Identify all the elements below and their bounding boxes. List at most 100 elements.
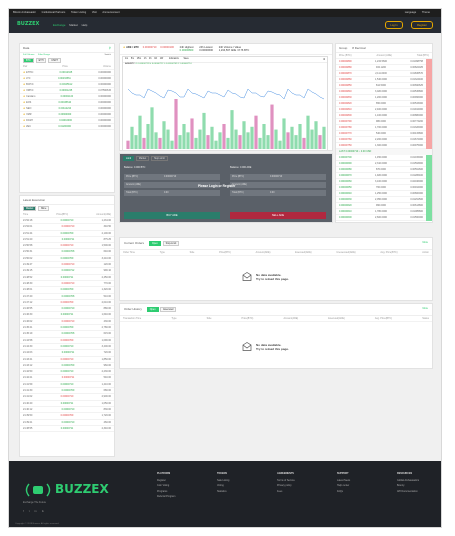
bid-row[interactable]: 0.00000660 3,100.0000 0.02046000: [336, 179, 432, 185]
logo[interactable]: BUZZEX: [17, 21, 40, 27]
bid-row[interactable]: 0.00000600 2,600.0000 0.01560000: [336, 215, 432, 221]
market-row[interactable]: ★Cardano 0.00001134 0.00000000: [20, 94, 114, 100]
bid-row[interactable]: 0.00000670 1,920.0000 0.01286400: [336, 173, 432, 179]
star-icon[interactable]: ★: [23, 107, 26, 110]
save-chart-button[interactable]: Save: [183, 58, 189, 60]
footer-link[interactable]: Sale Listing: [217, 478, 230, 482]
ask-row[interactable]: 0.00000860 1,540.0000 0.01324400: [336, 77, 432, 83]
tab-btc[interactable]: BTC: [23, 58, 34, 63]
tab-stop-limit-orders[interactable]: Stop-Limit: [162, 241, 180, 246]
ask-row[interactable]: 0.00000870 2,111.0000 0.01836570: [336, 71, 432, 77]
footer-link[interactable]: Latest News: [337, 478, 351, 482]
market-row[interactable]: ★EOS 0.00045610 0.00000000: [20, 100, 114, 106]
ask-row[interactable]: 0.00000820 650.0000 0.00533000: [336, 101, 432, 107]
more-link[interactable]: More: [422, 241, 428, 244]
footer-link[interactable]: Statistics: [217, 489, 227, 493]
footer-logo-text[interactable]: BUZZEX: [55, 482, 109, 496]
footer-link[interactable]: Help center: [337, 484, 350, 487]
star-icon[interactable]: ★: [23, 101, 26, 104]
ask-row[interactable]: 0.00000760 2,200.0000 0.01672000: [336, 137, 432, 143]
footer-link[interactable]: Voting: [217, 484, 224, 487]
star-icon[interactable]: ★: [23, 83, 26, 86]
market-row[interactable]: ★LTC 0.00234561 0.00000000: [20, 76, 114, 82]
twitter-icon[interactable]: t: [28, 509, 30, 513]
ask-row[interactable]: 0.00000890 1,234.5600 0.01098758: [336, 59, 432, 65]
market-row[interactable]: ★BCH/C 0.00345612 0.00000000: [20, 82, 114, 88]
star-icon[interactable]: ★: [23, 125, 26, 128]
bid-row[interactable]: 0.00000690 2,310.0000 0.01593900: [336, 161, 432, 167]
topbar-link[interactable]: Visit: [91, 11, 97, 14]
star-icon[interactable]: ★: [23, 71, 26, 74]
footer-link[interactable]: Bounty: [397, 484, 405, 487]
sell-button[interactable]: SELL ADE: [230, 212, 326, 219]
timeframe-5m[interactable]: 5m: [130, 58, 135, 60]
price-chart[interactable]: 1m 5m 15m 1h 4h 1D 1W Indicators Save ⚙ …: [122, 56, 328, 150]
market-row[interactable]: ★NEO 0.00112210 0.00000000: [20, 106, 114, 112]
timeframe-1d[interactable]: 1D: [154, 58, 158, 60]
star-icon[interactable]: ★: [23, 95, 26, 98]
footer-link[interactable]: Coin Voting: [157, 484, 170, 487]
tab-market-executions[interactable]: Market: [23, 206, 37, 211]
tab-usdt[interactable]: USDT: [48, 58, 61, 63]
footer-link[interactable]: Programs: [157, 489, 168, 493]
footer-link[interactable]: Referral Program: [157, 495, 176, 498]
nav-market[interactable]: Market: [69, 23, 78, 27]
market-row[interactable]: ★ZEC 0.01200000 0.00000000: [20, 124, 114, 130]
linkedin-icon[interactable]: in: [34, 509, 37, 513]
nav-exchange[interactable]: Exchange: [53, 23, 66, 27]
footer-link[interactable]: Fees: [277, 489, 283, 493]
tab-stop-limit[interactable]: Stop-Limit: [151, 156, 168, 161]
market-row[interactable]: ★XMR 0.00900000 0.00000000: [20, 112, 114, 118]
footer-link[interactable]: Privacy policy: [277, 484, 292, 487]
login-button[interactable]: Log In: [385, 21, 403, 29]
tab-market-order[interactable]: Market: [135, 156, 150, 161]
tab-mine-executions[interactable]: Mine: [38, 206, 50, 211]
footer-link[interactable]: API Documentation: [397, 489, 418, 493]
tab-history-open[interactable]: Open: [146, 307, 159, 312]
tab-eth[interactable]: ETH: [35, 58, 47, 63]
settings-icon[interactable]: ⚙: [322, 59, 325, 61]
buy-price-field[interactable]: Price (BTC) 0.00000710: [124, 174, 220, 180]
market-row[interactable]: ★DASH 0.02010000 0.00000000: [20, 118, 114, 124]
timeframe-4h[interactable]: 4h: [149, 58, 152, 60]
topbar-link[interactable]: Token Listing: [71, 11, 87, 14]
theme-selector[interactable]: Theme: [421, 11, 430, 14]
market-row[interactable]: ★XRP/C 0.00001245 0.07560615: [20, 88, 114, 94]
filter-switch[interactable]: Switch: [104, 54, 111, 56]
bid-row[interactable]: 0.00000630 2,050.0000 0.01291500: [336, 197, 432, 203]
tab-limit[interactable]: Limit: [123, 156, 135, 161]
sell-price-field[interactable]: Price (BTC) 0.00000710: [230, 174, 326, 180]
sell-amount-field[interactable]: Amount (ADE): [230, 182, 326, 188]
sell-total-field[interactable]: Total (BTC) 0.00: [230, 190, 326, 196]
star-icon[interactable]: ★: [23, 77, 26, 80]
bid-row[interactable]: 0.00000640 1,250.0000 0.00800000: [336, 191, 432, 197]
buy-total-field[interactable]: Total (BTC) 0.00: [124, 190, 220, 196]
decimals-select[interactable]: 8 Decimal: [352, 46, 366, 50]
filter-range[interactable]: Filter Range: [38, 54, 50, 56]
telegram-icon[interactable]: ➤: [41, 509, 45, 513]
timeframe-1w[interactable]: 1W: [159, 58, 164, 60]
language-selector[interactable]: Language: [404, 11, 417, 14]
facebook-icon[interactable]: f: [23, 509, 24, 513]
timeframe-15m[interactable]: 15m: [136, 58, 142, 60]
topbar-link[interactable]: Institutional Partners: [41, 11, 66, 14]
ask-row[interactable]: 0.00000780 1,700.0000 0.01326000: [336, 125, 432, 131]
star-icon[interactable]: ★: [123, 46, 126, 49]
footer-link[interactable]: FAQs: [337, 489, 343, 493]
bid-row[interactable]: 0.00000680 870.0000 0.00591600: [336, 167, 432, 173]
tab-history-executed[interactable]: Executed: [160, 307, 177, 312]
topbar-link[interactable]: Bitcoin Ambassador: [13, 11, 36, 14]
tab-open-orders[interactable]: Open: [148, 241, 161, 246]
ticker-pair[interactable]: ADE / BTC: [126, 46, 140, 49]
filter-full-volume[interactable]: Full Volume: [23, 54, 35, 56]
ask-row[interactable]: 0.00000750 1,300.0000 0.00975000: [336, 143, 432, 149]
ask-row[interactable]: 0.00000840 3,020.0000 0.02536800: [336, 89, 432, 95]
star-icon[interactable]: ★: [23, 119, 26, 122]
ask-row[interactable]: 0.00000800 1,100.0000 0.00880000: [336, 113, 432, 119]
ask-row[interactable]: 0.00000850 812.5000 0.00690625: [336, 83, 432, 89]
ask-row[interactable]: 0.00000830 1,200.0000 0.00996000: [336, 95, 432, 101]
bid-row[interactable]: 0.00000610 1,780.0000 0.01085800: [336, 209, 432, 215]
footer-link[interactable]: Global Ambassadors: [397, 478, 420, 482]
buy-amount-field[interactable]: Amount (ADE): [124, 182, 220, 188]
search-icon[interactable]: ⚲: [108, 46, 111, 50]
